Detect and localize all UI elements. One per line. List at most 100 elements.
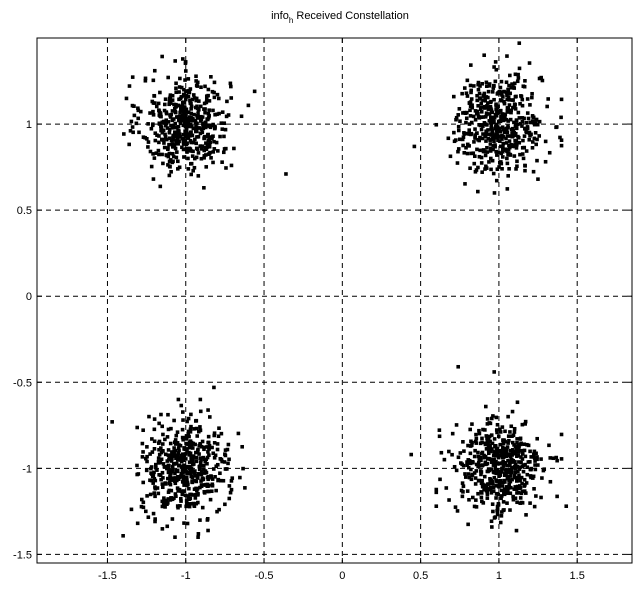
- data-point: [495, 128, 499, 133]
- data-point: [189, 118, 194, 123]
- data-point: [559, 432, 564, 437]
- data-point: [472, 454, 477, 459]
- data-point: [470, 472, 475, 477]
- data-point: [143, 78, 148, 83]
- data-point: [194, 146, 199, 151]
- data-point: [166, 490, 171, 494]
- data-point: [160, 442, 165, 446]
- data-point: [213, 112, 217, 117]
- data-point: [492, 83, 496, 88]
- data-point: [487, 487, 492, 492]
- data-point: [170, 454, 174, 458]
- data-point: [527, 61, 532, 65]
- data-point: [148, 149, 153, 154]
- data-point: [529, 455, 533, 459]
- data-point: [482, 121, 487, 125]
- data-point: [511, 459, 516, 463]
- data-point: [184, 107, 189, 112]
- data-point: [513, 138, 517, 143]
- data-point: [479, 161, 484, 165]
- data-point: [225, 447, 230, 452]
- data-point: [535, 158, 539, 163]
- data-point: [516, 453, 521, 458]
- data-point: [488, 146, 493, 151]
- data-point: [195, 489, 199, 493]
- data-point: [513, 451, 518, 456]
- data-point: [515, 464, 520, 469]
- data-point: [156, 459, 161, 464]
- data-point: [507, 83, 511, 88]
- data-point: [217, 426, 221, 430]
- data-point: [515, 400, 520, 405]
- data-point: [478, 148, 482, 153]
- data-point: [189, 440, 194, 445]
- data-point: [186, 124, 191, 129]
- data-point: [193, 419, 198, 423]
- data-point: [491, 147, 495, 152]
- data-point: [505, 187, 510, 191]
- data-point: [491, 485, 496, 490]
- data-point: [442, 457, 447, 462]
- data-point: [474, 498, 478, 502]
- data-point: [206, 477, 210, 482]
- data-point: [490, 128, 494, 133]
- data-point: [469, 63, 473, 67]
- data-point: [473, 154, 477, 159]
- data-point: [502, 116, 507, 121]
- data-point: [537, 134, 542, 138]
- data-point: [494, 471, 499, 476]
- data-point: [195, 475, 200, 479]
- data-point: [505, 476, 510, 481]
- data-point: [173, 492, 178, 496]
- data-point: [491, 171, 496, 176]
- data-point: [513, 107, 518, 111]
- data-point: [467, 497, 471, 502]
- data-point: [506, 87, 510, 92]
- data-point: [185, 447, 189, 451]
- data-point: [191, 493, 196, 497]
- x-tick-label: -1: [181, 570, 191, 582]
- data-point: [485, 438, 490, 443]
- data-point: [485, 496, 490, 500]
- data-point: [484, 139, 488, 143]
- data-point: [510, 131, 514, 136]
- data-point: [168, 115, 173, 119]
- data-point: [181, 410, 185, 414]
- x-tick-label: 0: [339, 570, 345, 582]
- data-point: [141, 450, 145, 454]
- data-point: [464, 120, 468, 125]
- data-point: [170, 93, 175, 98]
- data-point: [489, 519, 494, 524]
- data-point: [163, 505, 167, 509]
- y-tick-label: 0: [26, 291, 32, 303]
- plot-frame: [36, 37, 633, 564]
- data-point: [504, 148, 508, 152]
- data-point: [176, 397, 181, 402]
- data-point: [238, 475, 242, 480]
- data-point: [170, 464, 175, 469]
- data-point: [227, 484, 232, 488]
- data-point: [157, 447, 161, 452]
- data-point: [143, 135, 147, 140]
- data-point: [495, 153, 499, 157]
- data-point: [198, 442, 202, 447]
- data-point: [507, 98, 511, 102]
- data-point: [508, 491, 513, 496]
- data-point: [217, 111, 221, 116]
- data-point: [181, 102, 185, 106]
- data-point: [489, 115, 493, 120]
- data-point: [503, 460, 508, 465]
- data-point: [437, 428, 442, 432]
- data-point: [166, 497, 171, 501]
- data-point: [508, 117, 513, 122]
- data-point: [219, 121, 224, 125]
- data-point: [484, 131, 489, 135]
- data-point: [513, 131, 518, 136]
- data-point: [520, 489, 525, 494]
- data-point: [183, 452, 188, 456]
- data-point: [157, 121, 162, 126]
- data-point: [170, 468, 175, 472]
- data-point: [199, 117, 204, 122]
- data-point: [509, 108, 513, 113]
- data-point: [498, 129, 503, 134]
